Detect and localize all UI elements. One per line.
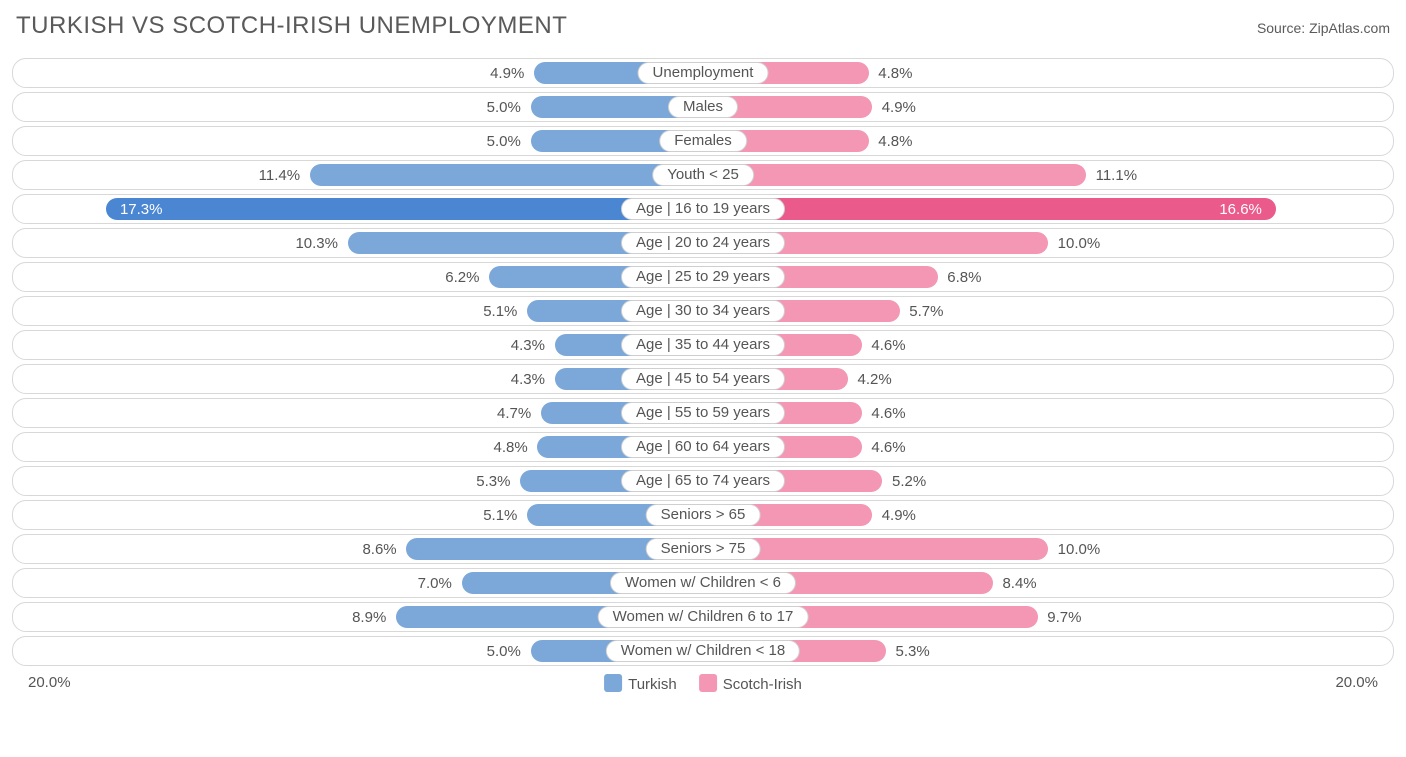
chart-row: 5.1% 4.9% Seniors > 65 [12,500,1394,530]
category-pill: Age | 20 to 24 years [621,232,785,254]
bar-scotch-irish [703,198,1276,220]
chart-container: TURKISH VS SCOTCH-IRISH UNEMPLOYMENT Sou… [0,0,1406,700]
legend-label-turkish: Turkish [628,676,677,693]
value-label-scotch-irish: 4.8% [878,127,912,157]
value-label-scotch-irish: 5.7% [909,297,943,327]
chart-row: 5.0% 4.8% Females [12,126,1394,156]
value-label-turkish: 8.6% [362,535,396,565]
chart-rows: 4.9% 4.8% Unemployment 5.0% 4.9% Males 5.0% 4.8… [12,58,1394,666]
chart-header: TURKISH VS SCOTCH-IRISH UNEMPLOYMENT Sou… [12,12,1394,40]
category-pill: Youth < 25 [652,164,754,186]
category-pill: Seniors > 75 [646,538,761,560]
category-pill: Age | 30 to 34 years [621,300,785,322]
chart-row: 4.3% 4.6% Age | 35 to 44 years [12,330,1394,360]
value-label-scotch-irish: 11.1% [1096,161,1137,191]
value-label-scotch-irish: 5.2% [892,467,926,497]
value-label-turkish: 8.9% [352,603,386,633]
chart-title: TURKISH VS SCOTCH-IRISH UNEMPLOYMENT [16,12,567,40]
value-label-scotch-irish: 16.6% [1219,195,1262,225]
value-label-turkish: 5.0% [487,127,521,157]
value-label-turkish: 4.8% [494,433,528,463]
chart-footer: 20.0% Turkish Scotch-Irish 20.0% [12,674,1394,700]
chart-source: Source: ZipAtlas.com [1257,20,1390,36]
value-label-turkish: 4.3% [511,331,545,361]
legend-item-scotch-irish: Scotch-Irish [699,674,802,693]
bar-scotch-irish [703,164,1086,186]
value-label-turkish: 5.0% [487,93,521,123]
value-label-scotch-irish: 4.6% [871,433,905,463]
chart-row: 10.3% 10.0% Age | 20 to 24 years [12,228,1394,258]
chart-row: 4.9% 4.8% Unemployment [12,58,1394,88]
chart-row: 8.6% 10.0% Seniors > 75 [12,534,1394,564]
chart-row: 5.1% 5.7% Age | 30 to 34 years [12,296,1394,326]
value-label-scotch-irish: 4.9% [882,93,916,123]
bar-turkish [106,198,703,220]
value-label-scotch-irish: 10.0% [1058,535,1101,565]
category-pill: Women w/ Children 6 to 17 [598,606,809,628]
chart-row: 4.8% 4.6% Age | 60 to 64 years [12,432,1394,462]
value-label-turkish: 17.3% [120,195,163,225]
legend-label-scotch-irish: Scotch-Irish [723,676,802,693]
value-label-scotch-irish: 6.8% [947,263,981,293]
legend-swatch-turkish [604,674,622,692]
axis-label-left: 20.0% [28,674,71,691]
value-label-turkish: 10.3% [295,229,338,259]
axis-label-right: 20.0% [1335,674,1378,691]
chart-row: 5.0% 4.9% Males [12,92,1394,122]
category-pill: Age | 16 to 19 years [621,198,785,220]
chart-row: 4.7% 4.6% Age | 55 to 59 years [12,398,1394,428]
value-label-scotch-irish: 10.0% [1058,229,1101,259]
chart-legend: Turkish Scotch-Irish [604,674,802,693]
value-label-scotch-irish: 4.9% [882,501,916,531]
chart-row: 17.3% 16.6% Age | 16 to 19 years [12,194,1394,224]
category-pill: Age | 65 to 74 years [621,470,785,492]
chart-row: 8.9% 9.7% Women w/ Children 6 to 17 [12,602,1394,632]
category-pill: Age | 45 to 54 years [621,368,785,390]
value-label-scotch-irish: 4.8% [878,59,912,89]
chart-row: 5.3% 5.2% Age | 65 to 74 years [12,466,1394,496]
category-pill: Age | 60 to 64 years [621,436,785,458]
value-label-turkish: 11.4% [259,161,300,191]
category-pill: Unemployment [638,62,769,84]
legend-swatch-scotch-irish [699,674,717,692]
value-label-scotch-irish: 9.7% [1047,603,1081,633]
value-label-scotch-irish: 5.3% [896,637,930,667]
value-label-turkish: 4.3% [511,365,545,395]
value-label-turkish: 6.2% [445,263,479,293]
value-label-scotch-irish: 8.4% [1002,569,1036,599]
value-label-turkish: 5.0% [487,637,521,667]
bar-turkish [310,164,703,186]
category-pill: Women w/ Children < 6 [610,572,796,594]
chart-row: 4.3% 4.2% Age | 45 to 54 years [12,364,1394,394]
category-pill: Age | 55 to 59 years [621,402,785,424]
category-pill: Seniors > 65 [646,504,761,526]
legend-item-turkish: Turkish [604,674,677,693]
value-label-turkish: 4.7% [497,399,531,429]
value-label-scotch-irish: 4.6% [871,331,905,361]
value-label-turkish: 5.3% [476,467,510,497]
value-label-turkish: 5.1% [483,297,517,327]
chart-row: 5.0% 5.3% Women w/ Children < 18 [12,636,1394,666]
chart-row: 6.2% 6.8% Age | 25 to 29 years [12,262,1394,292]
category-pill: Age | 35 to 44 years [621,334,785,356]
category-pill: Women w/ Children < 18 [606,640,800,662]
value-label-turkish: 4.9% [490,59,524,89]
category-pill: Females [659,130,747,152]
chart-row: 7.0% 8.4% Women w/ Children < 6 [12,568,1394,598]
value-label-turkish: 7.0% [418,569,452,599]
category-pill: Males [668,96,738,118]
value-label-scotch-irish: 4.6% [871,399,905,429]
value-label-scotch-irish: 4.2% [858,365,892,395]
category-pill: Age | 25 to 29 years [621,266,785,288]
chart-row: 11.4% 11.1% Youth < 25 [12,160,1394,190]
value-label-turkish: 5.1% [483,501,517,531]
